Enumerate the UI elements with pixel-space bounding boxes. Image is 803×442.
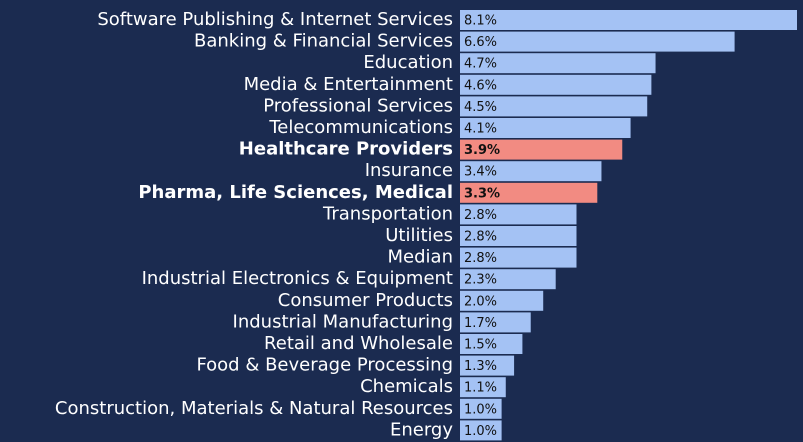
category-label: Industrial Manufacturing <box>233 311 453 332</box>
value-label: 2.8% <box>464 208 497 223</box>
bar <box>460 10 797 30</box>
value-label: 1.0% <box>464 402 497 417</box>
category-label: Industrial Electronics & Equipment <box>142 268 453 289</box>
value-label: 1.7% <box>464 316 497 331</box>
bar <box>460 118 631 138</box>
category-label: Software Publishing & Internet Services <box>97 9 453 30</box>
bar <box>460 269 556 290</box>
value-label: 1.1% <box>464 381 497 396</box>
bar <box>460 226 577 246</box>
value-label: 2.8% <box>464 230 497 245</box>
bar <box>460 420 502 441</box>
category-label: Retail and Wholesale <box>264 333 453 354</box>
category-label: Utilities <box>385 225 453 246</box>
category-label: Telecommunications <box>268 117 453 138</box>
bar <box>460 31 735 52</box>
bar <box>460 96 648 117</box>
value-label: 6.6% <box>464 35 497 50</box>
value-label: 1.5% <box>464 338 497 353</box>
category-label: Media & Entertainment <box>244 74 453 95</box>
category-label: Median <box>388 247 453 268</box>
bar <box>460 161 602 182</box>
category-label: Energy <box>390 419 453 440</box>
value-label: 2.0% <box>464 294 497 309</box>
value-label: 3.3% <box>464 186 500 201</box>
bar <box>460 182 598 203</box>
value-label: 4.7% <box>464 57 497 72</box>
bar <box>460 377 506 398</box>
category-label: Food & Beverage Processing <box>196 355 453 376</box>
category-label: Construction, Materials & Natural Resour… <box>55 398 453 419</box>
bar <box>460 247 577 268</box>
value-label: 3.4% <box>464 165 497 180</box>
bar <box>460 334 523 354</box>
value-label: 4.1% <box>464 122 497 137</box>
category-label: Pharma, Life Sciences, Medical <box>138 182 453 203</box>
value-label: 4.6% <box>464 78 497 93</box>
bar <box>460 312 531 333</box>
bar <box>460 398 502 419</box>
bar <box>460 204 577 225</box>
value-label: 2.3% <box>464 273 497 288</box>
category-label: Education <box>363 52 453 73</box>
value-label: 1.3% <box>464 359 497 374</box>
category-label: Consumer Products <box>278 290 453 311</box>
value-label: 1.0% <box>464 424 497 439</box>
value-label: 8.1% <box>464 14 497 29</box>
value-label: 4.5% <box>464 100 497 115</box>
bar <box>460 53 656 74</box>
category-label: Chemicals <box>360 376 453 397</box>
value-label: 2.8% <box>464 251 497 266</box>
category-label: Transportation <box>322 203 453 224</box>
category-label: Healthcare Providers <box>239 139 453 160</box>
bar <box>460 290 544 311</box>
bar <box>460 139 623 160</box>
bar <box>460 355 515 376</box>
value-label: 3.9% <box>464 143 500 158</box>
bar <box>460 74 652 95</box>
category-label: Professional Services <box>263 95 453 116</box>
category-label: Insurance <box>365 160 453 181</box>
category-label: Banking & Financial Services <box>194 31 453 52</box>
